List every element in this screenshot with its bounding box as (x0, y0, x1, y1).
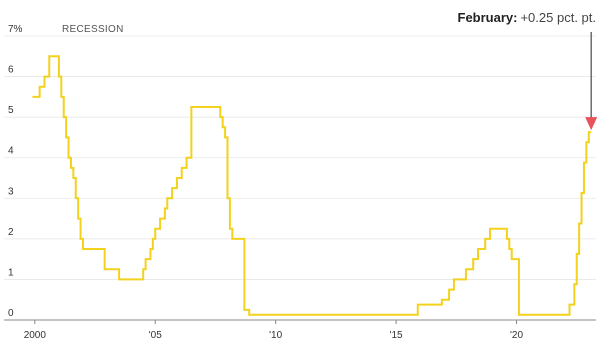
annotation-arrow-head (585, 117, 598, 131)
x-tick-label: '20 (510, 330, 523, 341)
x-tick-label: '15 (390, 330, 403, 341)
y-axis-ticks: 0 1 2 3 4 5 6 7% (8, 24, 23, 319)
y-tick-label: 0 (8, 308, 14, 319)
y-tick-label: 5 (8, 105, 14, 116)
legend-recession-label: RECESSION (62, 24, 124, 35)
annotation: February: +0.25 pct. pt. (458, 10, 598, 131)
grid-lines (4, 35, 596, 321)
x-tick-label: '05 (149, 330, 162, 341)
series-line (32, 55, 592, 316)
x-axis-ticks: 2000 '05 '10 '15 '20 (24, 320, 523, 341)
y-tick-label: 2 (8, 227, 14, 238)
x-tick-label: 2000 (24, 330, 47, 341)
y-tick-label: 3 (8, 186, 14, 197)
y-tick-label: 1 (8, 267, 14, 278)
annotation-label: February: (458, 10, 518, 25)
y-tick-label: 4 (8, 146, 14, 157)
annotation-value: +0.25 pct. pt. (520, 10, 596, 25)
y-tick-label: 6 (8, 65, 14, 76)
annotation-text: February: +0.25 pct. pt. (458, 10, 597, 25)
y-tick-label: 7% (8, 24, 23, 35)
x-tick-label: '10 (269, 330, 282, 341)
